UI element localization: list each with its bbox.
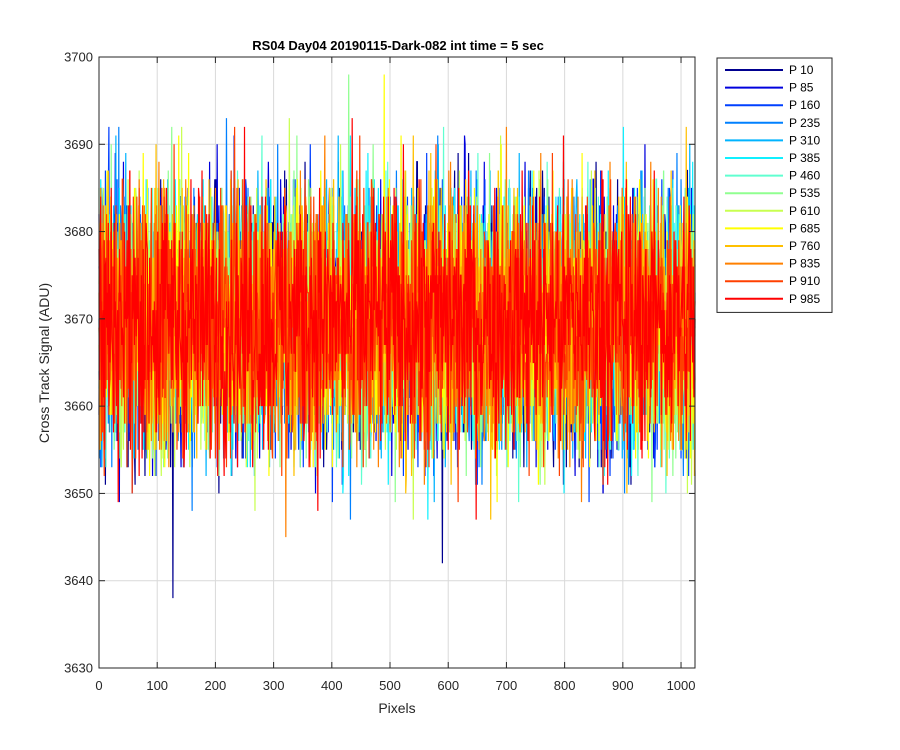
x-tick-label: 700 [496, 678, 518, 693]
x-tick-label: 900 [612, 678, 634, 693]
legend-entry-label: P 460 [789, 169, 820, 183]
series-line-p-985 [98, 118, 696, 520]
legend-entry-label: P 760 [789, 239, 820, 253]
legend-entry-label: P 985 [789, 292, 820, 306]
legend-entry-label: P 685 [789, 221, 820, 235]
legend-entry-label: P 385 [789, 151, 820, 165]
y-tick-label: 3680 [64, 224, 93, 239]
ticks: 0 100 200 300 400 500 600 700 800 900 1000 3630 3640… [64, 50, 695, 694]
y-tick-label: 3640 [64, 573, 93, 588]
x-tick-label: 100 [146, 678, 168, 693]
x-tick-label: 600 [437, 678, 459, 693]
y-tick-label: 3700 [64, 50, 93, 65]
legend-entry-label: P 235 [789, 116, 820, 130]
legend-entry-label: P 610 [789, 204, 820, 218]
x-tick-label: 800 [554, 678, 576, 693]
y-tick-label: 3650 [64, 486, 93, 501]
legend-entry-label: P 85 [789, 81, 814, 95]
legend-entry-label: P 160 [789, 98, 820, 112]
series-layer [98, 74, 696, 599]
legend-entry-label: P 835 [789, 257, 820, 271]
x-tick-label: 500 [379, 678, 401, 693]
legend-entry-label: P 910 [789, 274, 820, 288]
x-tick-label: 300 [263, 678, 285, 693]
x-tick-label: 0 [95, 678, 102, 693]
legend-entry-label: P 310 [789, 133, 820, 147]
x-tick-label: 400 [321, 678, 343, 693]
y-axis-label: Cross Track Signal (ADU) [36, 283, 52, 443]
x-tick-label: 1000 [667, 678, 696, 693]
x-tick-label: 200 [205, 678, 227, 693]
legend-box [716, 57, 833, 313]
x-axis-label: Pixels [378, 700, 415, 716]
y-tick-label: 3670 [64, 311, 93, 326]
legend-entry-label: P 10 [789, 63, 814, 77]
y-tick-label: 3660 [64, 399, 93, 414]
legend-entry-label: P 535 [789, 186, 820, 200]
chart-title: RS04 Day04 20190115-Dark-082 int time = … [252, 38, 544, 53]
legend: P 10 P 85 P 160 P 235 P 310 P 385 P 460 P 535 P … [716, 57, 833, 313]
axes-box [98, 56, 696, 669]
plot-area: 0 100 200 300 400 500 600 700 800 900 1000 3630 3640… [64, 50, 696, 694]
y-tick-label: 3690 [64, 137, 93, 152]
y-tick-label: 3630 [64, 661, 93, 676]
